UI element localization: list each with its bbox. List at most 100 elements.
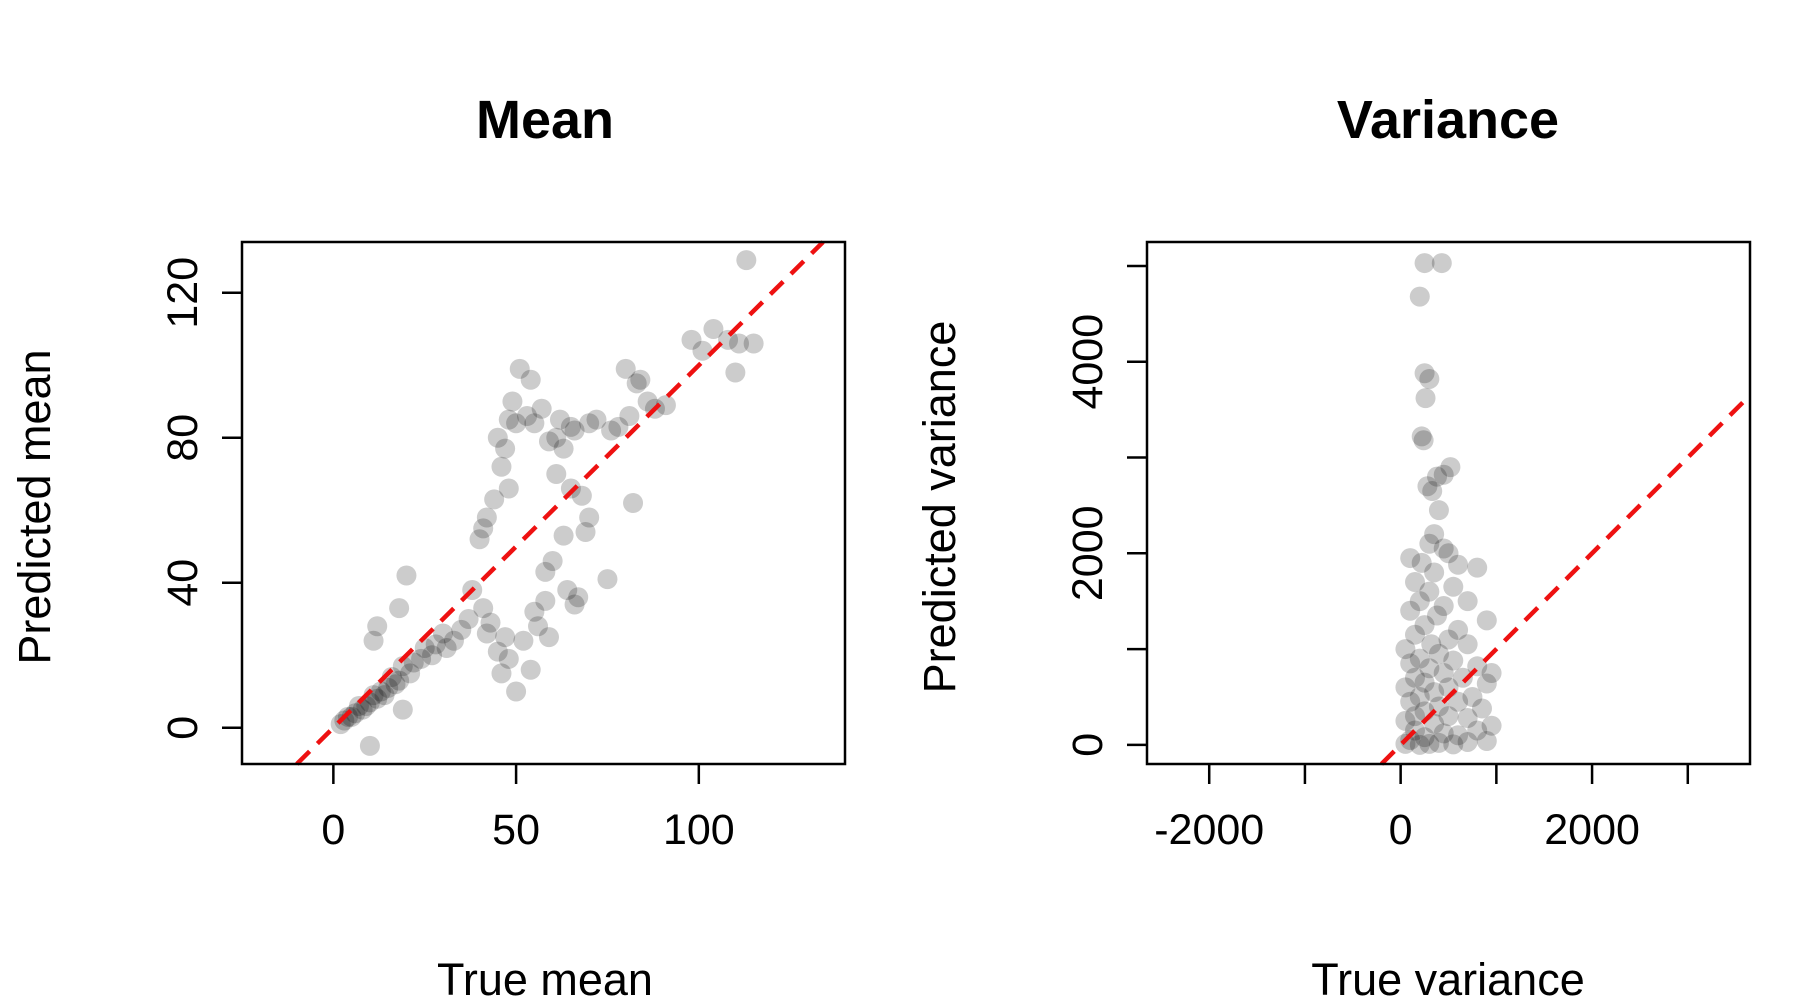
data-point <box>392 656 413 677</box>
data-point <box>1409 286 1430 307</box>
data-point <box>1427 466 1448 487</box>
data-point <box>1431 253 1452 274</box>
data-point <box>535 561 556 582</box>
data-point <box>498 478 519 499</box>
data-point <box>443 630 464 651</box>
data-point <box>619 406 640 426</box>
data-point <box>553 525 574 546</box>
scatter-points <box>1395 253 1502 755</box>
data-point <box>517 406 538 426</box>
data-point <box>1467 720 1488 741</box>
data-point <box>718 329 739 350</box>
data-point <box>433 623 453 644</box>
data-point <box>736 250 757 271</box>
data-point <box>1409 734 1430 755</box>
data-point <box>1428 500 1449 521</box>
data-point <box>1448 725 1469 746</box>
data-point <box>549 409 570 430</box>
data-point <box>1433 663 1454 684</box>
data-point <box>1424 682 1445 703</box>
data-point <box>1457 591 1478 612</box>
data-point <box>1433 723 1454 744</box>
data-point <box>524 601 545 622</box>
data-point <box>608 416 629 437</box>
data-point <box>1415 388 1436 409</box>
data-point <box>1395 733 1416 754</box>
data-point <box>637 391 658 412</box>
data-point <box>1414 363 1435 384</box>
data-point <box>506 413 527 434</box>
data-point <box>1414 727 1435 748</box>
data-point <box>1400 653 1421 674</box>
data-point <box>1448 619 1469 640</box>
y-tick-label: 0 <box>159 716 207 740</box>
data-point <box>487 427 508 448</box>
data-point <box>1395 639 1416 660</box>
data-point <box>729 333 750 354</box>
data-point <box>1433 595 1454 616</box>
data-point <box>1414 672 1435 693</box>
data-point <box>1411 552 1432 573</box>
data-point <box>1472 698 1492 719</box>
x-tick-label: -2000 <box>1154 806 1264 854</box>
data-point <box>560 416 581 437</box>
data-point <box>330 714 351 735</box>
data-point <box>1395 677 1416 698</box>
data-point <box>400 663 421 684</box>
data-point <box>396 565 417 586</box>
data-point <box>1405 706 1425 727</box>
y-tick-label: 80 <box>159 414 207 462</box>
data-point <box>367 616 388 637</box>
x-axis: 0 50 100 <box>321 764 735 854</box>
data-point <box>1419 368 1440 389</box>
data-point <box>1424 562 1445 583</box>
data-point <box>498 648 519 669</box>
y-tick-label: 0 <box>1064 733 1112 757</box>
x-axis-label: True mean <box>437 954 653 1000</box>
data-point <box>491 663 512 684</box>
data-point <box>411 648 432 669</box>
data-point <box>520 659 541 680</box>
data-point <box>436 638 457 658</box>
data-point <box>469 529 490 550</box>
data-point <box>476 623 497 644</box>
data-point <box>557 580 578 600</box>
data-point <box>1395 710 1416 731</box>
data-point <box>586 409 607 430</box>
data-point <box>1438 543 1459 564</box>
x-axis-label: True variance <box>1311 954 1584 1000</box>
data-point <box>352 699 373 720</box>
data-point <box>498 409 519 430</box>
data-point <box>473 518 494 539</box>
data-point <box>1414 253 1435 274</box>
scatter-points <box>330 250 764 756</box>
y-tick-label: 120 <box>159 257 207 329</box>
data-point <box>546 427 567 448</box>
data-point <box>542 551 563 571</box>
data-point <box>480 612 501 633</box>
data-point <box>1400 691 1421 712</box>
data-point <box>370 681 391 702</box>
data-point <box>1421 634 1442 655</box>
data-point <box>476 507 497 528</box>
data-point <box>359 735 380 756</box>
data-point <box>1405 667 1425 688</box>
data-point <box>535 590 556 611</box>
data-point <box>473 598 494 619</box>
data-point <box>451 619 472 640</box>
data-point <box>1419 658 1440 679</box>
data-point <box>495 627 516 648</box>
data-point <box>538 431 559 452</box>
data-point <box>681 329 702 350</box>
data-point <box>458 609 479 629</box>
data-point <box>345 703 366 724</box>
data-point <box>524 413 545 434</box>
data-point <box>1433 538 1454 559</box>
y-axis-label: Predicted variance <box>914 321 965 694</box>
x-tick-label: 0 <box>1389 806 1413 854</box>
data-point <box>597 569 618 590</box>
data-point <box>506 681 527 702</box>
data-point <box>1457 634 1478 655</box>
data-point <box>348 696 369 716</box>
data-point <box>553 438 574 459</box>
